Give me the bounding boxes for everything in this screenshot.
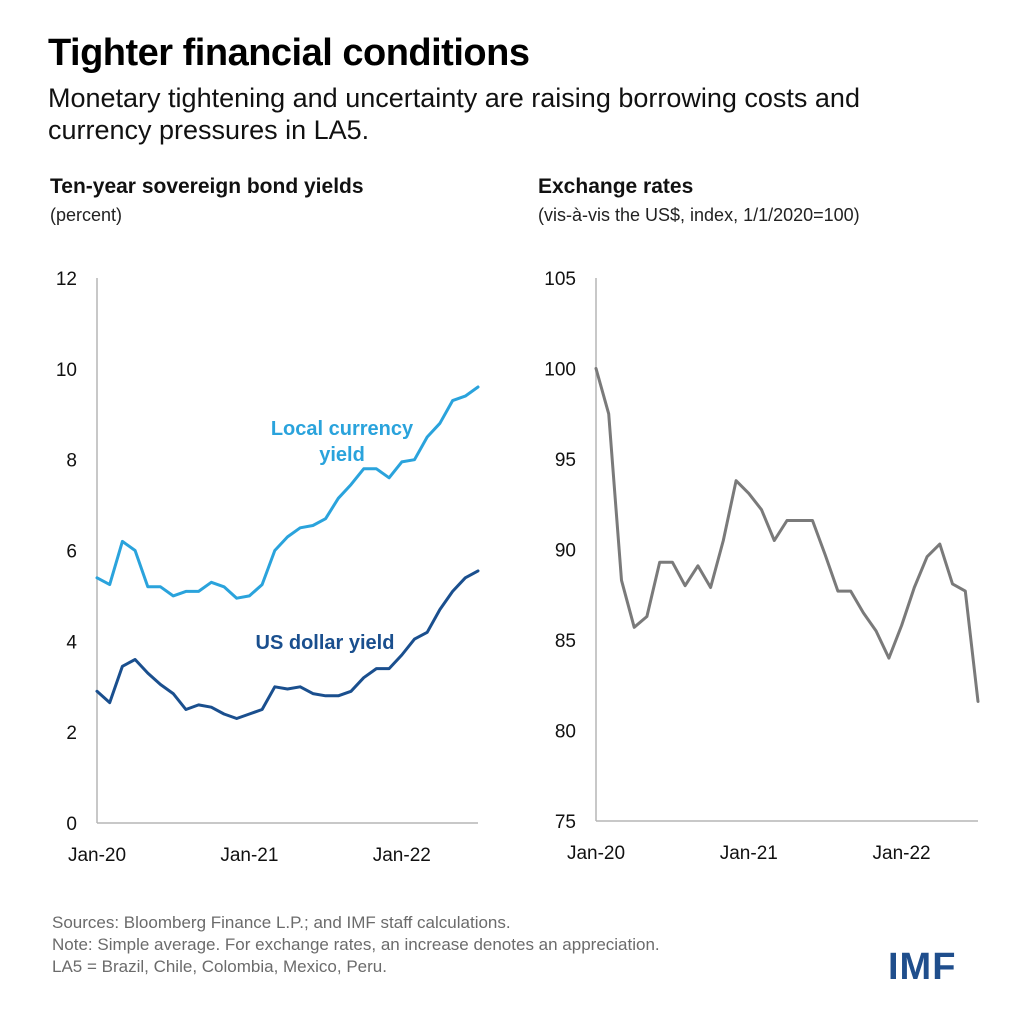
- x-tick-label: Jan-22: [373, 845, 431, 866]
- y-tick-label: 8: [66, 451, 77, 472]
- y-tick-label: 105: [544, 269, 576, 290]
- page-title: Tighter financial conditions: [48, 32, 530, 74]
- us-dollar-yield-line: [95, 569, 480, 720]
- series-label: US dollar yield: [256, 632, 395, 654]
- page-subtitle: Monetary tightening and uncertainty are …: [48, 83, 860, 145]
- y-tick-label: 80: [555, 722, 576, 743]
- bond-yields-chart-title: Ten-year sovereign bond yields: [50, 175, 364, 198]
- x-tick-label: Jan-22: [873, 843, 931, 864]
- x-tick-label: Jan-21: [720, 843, 778, 864]
- footer-sources: Sources: Bloomberg Finance L.P.; and IMF…: [52, 913, 511, 932]
- y-tick-label: 100: [544, 360, 576, 381]
- x-tick-label: Jan-20: [567, 843, 625, 864]
- footer-note: Note: Simple average. For exchange rates…: [52, 935, 660, 954]
- series-line: [594, 367, 980, 703]
- exchange-rates-chart-subtitle: (vis-à-vis the US$, index, 1/1/2020=100): [538, 205, 860, 225]
- series-label: yield: [319, 444, 365, 466]
- y-tick-label: 75: [555, 812, 576, 833]
- exchange-rates-chart-title: Exchange rates: [538, 175, 694, 198]
- y-tick-label: 85: [555, 631, 576, 652]
- y-tick-label: 10: [56, 360, 77, 381]
- y-tick-label: 0: [66, 814, 77, 835]
- y-tick-label: 6: [66, 542, 77, 563]
- footer-notes: Sources: Bloomberg Finance L.P.; and IMF…: [52, 912, 660, 978]
- local-currency-yield-line: [95, 385, 480, 600]
- x-tick-label: Jan-21: [220, 845, 278, 866]
- bond-yields-chart-subtitle: (percent): [50, 205, 123, 225]
- x-tick-label: Jan-20: [68, 845, 126, 866]
- imf-logo: IMF: [888, 946, 957, 988]
- y-tick-label: 4: [66, 632, 77, 653]
- series-label: Local currency: [271, 418, 414, 440]
- y-tick-label: 95: [555, 450, 576, 471]
- footer-la5-definition: LA5 = Brazil, Chile, Colombia, Mexico, P…: [52, 957, 387, 976]
- y-tick-label: 2: [66, 723, 77, 744]
- y-tick-label: 12: [56, 269, 77, 290]
- y-tick-label: 90: [555, 541, 576, 562]
